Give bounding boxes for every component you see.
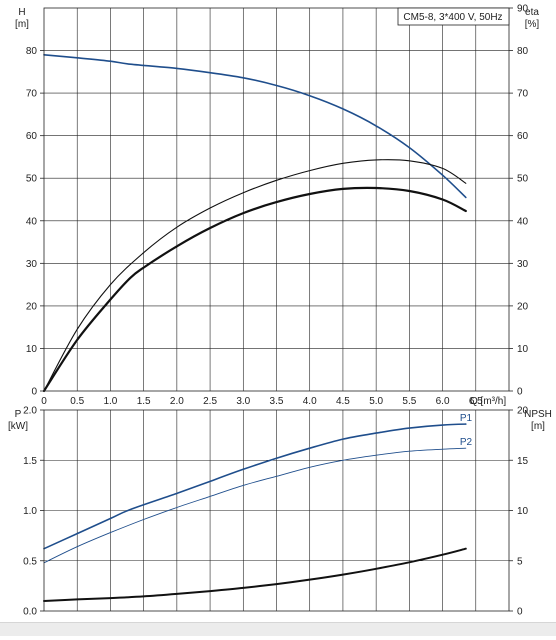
bottom-chart-grid xyxy=(44,410,509,611)
x-tick-label: 0 xyxy=(41,396,47,407)
top-right-tick-label: 10 xyxy=(517,344,529,355)
series-label-p1: P1 xyxy=(460,413,473,424)
x-tick-label: 2.5 xyxy=(203,396,217,407)
x-axis-label: Q [m³/h] xyxy=(470,396,506,407)
bottom-left-tick-label: 1.0 xyxy=(23,506,37,517)
top-chart-frame xyxy=(43,7,510,392)
bottom-right-tick-label: 15 xyxy=(517,456,529,467)
top-left-axis-title-line2: [m] xyxy=(15,19,29,30)
top-series-line-1 xyxy=(43,159,467,392)
top-chart-grid xyxy=(44,8,509,391)
x-tick-label: 5.0 xyxy=(369,396,383,407)
top-left-tick-label: 80 xyxy=(26,46,38,57)
bottom-chart-series: P1 P2 xyxy=(43,413,473,602)
bottom-right-tick-label: 0 xyxy=(517,607,523,618)
top-right-axis-title-line2: [%] xyxy=(525,19,540,30)
x-tick-label: 4.5 xyxy=(336,396,350,407)
bottom-right-axis-title-line2: [m] xyxy=(531,421,545,432)
top-series-line-2 xyxy=(42,186,467,393)
top-left-tick-label: 20 xyxy=(26,301,38,312)
x-tick-label: 3.0 xyxy=(236,396,250,407)
legend-text: CM5-8, 3*400 V, 50Hz xyxy=(403,12,502,23)
x-tick-label: 3.5 xyxy=(270,396,284,407)
x-tick-label: 6.0 xyxy=(436,396,450,407)
bottom-left-tick-label: 0.0 xyxy=(23,607,37,618)
series-label-p2: P2 xyxy=(460,437,473,448)
x-tick-label: 6.5 xyxy=(469,396,483,407)
top-left-tick-label: 60 xyxy=(26,131,38,142)
bottom-series-line-1 xyxy=(43,447,467,564)
bottom-left-tick-label: 2.0 xyxy=(23,406,37,417)
top-right-tick-label: 50 xyxy=(517,174,529,185)
top-left-tick-label: 10 xyxy=(26,344,38,355)
top-right-tick-label: 0 xyxy=(517,387,523,398)
bottom-left-axis-title-line1: P xyxy=(15,409,22,420)
x-tick-label: 4.0 xyxy=(303,396,317,407)
top-series-line-0 xyxy=(43,54,467,199)
bottom-right-tick-label: 20 xyxy=(517,406,529,417)
top-left-tick-label: 40 xyxy=(26,216,38,227)
x-tick-label: 1.0 xyxy=(103,396,117,407)
top-left-axis-title-line1: H xyxy=(18,7,25,18)
top-right-axis-title-line1: eta xyxy=(525,7,539,18)
bottom-left-tick-label: 0.5 xyxy=(23,556,37,567)
top-right-tick-label: 80 xyxy=(517,46,529,57)
top-left-tick-label: 30 xyxy=(26,259,38,270)
top-chart-series xyxy=(42,54,467,393)
x-tick-label: 5.5 xyxy=(402,396,416,407)
top-right-tick-label: 90 xyxy=(517,4,529,15)
top-right-tick-label: 40 xyxy=(517,216,529,227)
x-tick-label: 0.5 xyxy=(70,396,84,407)
x-tick-label: 1.5 xyxy=(137,396,151,407)
top-left-tick-label: 50 xyxy=(26,174,38,185)
top-right-tick-label: 30 xyxy=(517,259,529,270)
bottom-chart-ticks: 0.0 0.5 1.0 1.5 2.0 0 5 10 15 20 xyxy=(23,406,528,618)
bottom-left-axis-title-line2: [kW] xyxy=(8,421,28,432)
top-left-tick-label: 0 xyxy=(31,387,37,398)
top-right-tick-label: 70 xyxy=(517,89,529,100)
bottom-right-axis-title-line1: NPSH xyxy=(524,409,552,420)
bottom-chart-frame xyxy=(43,409,510,612)
top-chart-ticks: 0 0.5 1.0 1.5 2.0 2.5 3.0 3.5 4.0 4.5 5.0 5.5 6.0 6.5… xyxy=(26,4,529,408)
bottom-left-tick-label: 1.5 xyxy=(23,456,37,467)
bottom-series-line-0 xyxy=(43,423,467,550)
bottom-right-tick-label: 5 xyxy=(517,556,523,567)
top-left-tick-label: 70 xyxy=(26,89,38,100)
top-right-tick-label: 20 xyxy=(517,301,529,312)
x-tick-label: 2.0 xyxy=(170,396,184,407)
bottom-right-tick-label: 10 xyxy=(517,506,529,517)
bottom-series-line-2 xyxy=(43,547,467,602)
status-strip xyxy=(0,622,556,636)
legend-box xyxy=(397,7,510,26)
top-right-tick-label: 60 xyxy=(517,131,529,142)
